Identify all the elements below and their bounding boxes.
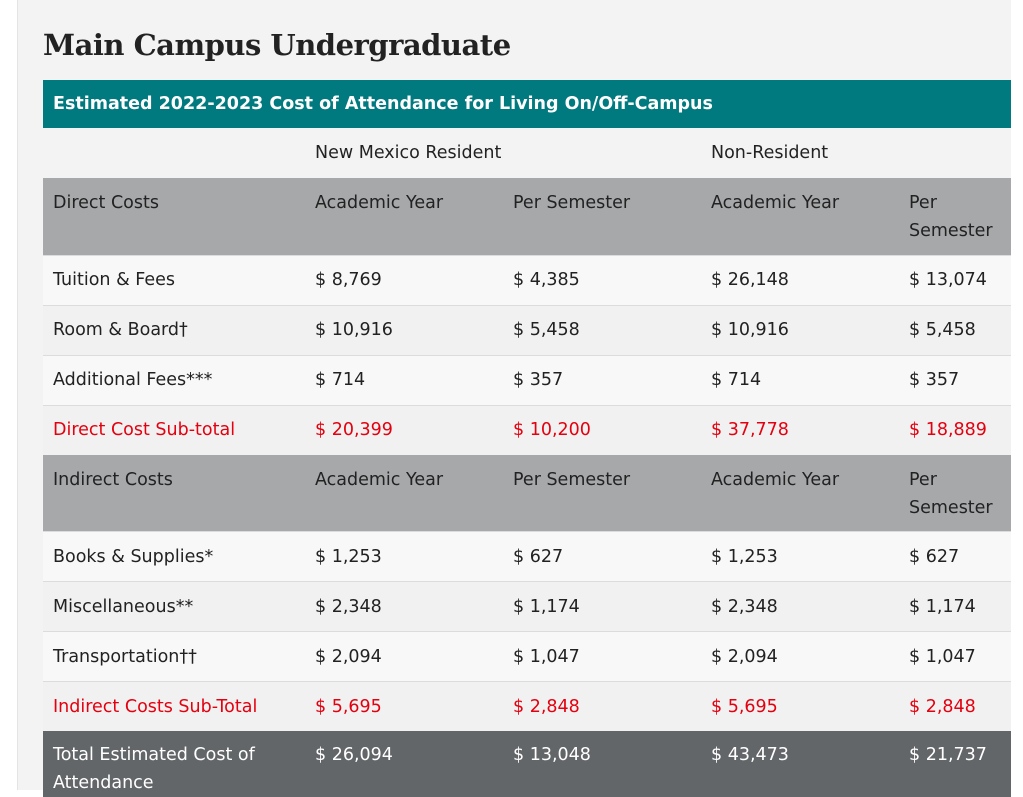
table-row: Miscellaneous** $ 2,348 $ 1,174 $ 2,348 $ 1,…	[43, 581, 1011, 632]
cell-value: $ 21,737	[899, 731, 1011, 797]
row-label: Indirect Costs Sub-Total	[43, 681, 305, 731]
cost-table: Estimated 2022-2023 Cost of Attendance f…	[43, 80, 1011, 797]
cell-value: Academic Year	[701, 178, 899, 255]
table-title-row: Estimated 2022-2023 Cost of Attendance f…	[43, 80, 1011, 128]
cell-value: $ 5,695	[701, 681, 899, 731]
row-label: Additional Fees***	[43, 354, 305, 405]
page-title: Main Campus Undergraduate	[43, 28, 511, 62]
cell-value: $ 1,174	[899, 581, 1011, 632]
cell-value: $ 357	[503, 354, 701, 405]
cell-value: $ 1,253	[305, 531, 503, 582]
table-row: Additional Fees*** $ 714 $ 357 $ 714 $ 357	[43, 354, 1011, 405]
cell-value: Per Semester	[899, 454, 1011, 532]
cell-value: Academic Year	[305, 454, 503, 532]
cell-value: $ 2,848	[503, 681, 701, 731]
cell-value: Per Semester	[899, 178, 1011, 255]
row-label: Miscellaneous**	[43, 581, 305, 632]
cell-value: $ 714	[305, 354, 503, 405]
cell-value: $ 26,148	[701, 254, 899, 305]
cell-value: $ 2,348	[305, 581, 503, 632]
row-label: Transportation††	[43, 631, 305, 682]
row-label: Room & Board†	[43, 304, 305, 355]
table-row: Transportation†† $ 2,094 $ 1,047 $ 2,094 $ 1…	[43, 631, 1011, 682]
total-row: Total Estimated Cost of Attendance $ 26,0…	[43, 731, 1011, 797]
table-row: Room & Board† $ 10,916 $ 5,458 $ 10,916 $ 5,…	[43, 304, 1011, 355]
direct-subtotal-row: Direct Cost Sub-total $ 20,399 $ 10,200 $ 3…	[43, 404, 1011, 455]
row-label: Indirect Costs	[43, 454, 305, 532]
content-panel: Main Campus Undergraduate Estimated 2022…	[17, 0, 1011, 797]
cell-value: $ 627	[899, 531, 1011, 582]
cell-value: $ 13,048	[503, 731, 701, 797]
cell-value: $ 10,200	[503, 404, 701, 455]
cell-value: $ 37,778	[701, 404, 899, 455]
indirect-costs-header: Indirect Costs Academic Year Per Semester A…	[43, 454, 1011, 532]
cell-value: $ 2,094	[305, 631, 503, 682]
direct-costs-header: Direct Costs Academic Year Per Semester Aca…	[43, 178, 1011, 255]
cell-value: $ 8,769	[305, 254, 503, 305]
cell-value: Academic Year	[305, 178, 503, 255]
cell-value: $ 2,848	[899, 681, 1011, 731]
cell-value: Academic Year	[701, 454, 899, 532]
cell-value: $ 43,473	[701, 731, 899, 797]
cell-value: $ 714	[701, 354, 899, 405]
cell-value: $ 2,094	[701, 631, 899, 682]
cell-value: $ 5,695	[305, 681, 503, 731]
cell-value: $ 357	[899, 354, 1011, 405]
table-row: Tuition & Fees $ 8,769 $ 4,385 $ 26,148 $ 13…	[43, 254, 1011, 305]
table-row: Books & Supplies* $ 1,253 $ 627 $ 1,253 $ 62…	[43, 531, 1011, 582]
cell-value: $ 18,889	[899, 404, 1011, 455]
cell-value: Per Semester	[503, 454, 701, 532]
cell-value: $ 2,348	[701, 581, 899, 632]
cell-value: $ 1,253	[701, 531, 899, 582]
group-resident: New Mexico Resident	[305, 128, 701, 178]
cell-value: $ 10,916	[305, 304, 503, 355]
cell-value: Per Semester	[503, 178, 701, 255]
indirect-subtotal-row: Indirect Costs Sub-Total $ 5,695 $ 2,848 $ …	[43, 681, 1011, 731]
cell-value: $ 26,094	[305, 731, 503, 797]
row-label: Tuition & Fees	[43, 254, 305, 305]
row-label: Direct Costs	[43, 178, 305, 255]
cell-value: $ 10,916	[701, 304, 899, 355]
residency-group-row: New Mexico Resident Non-Resident	[43, 128, 1011, 178]
cell-value: $ 1,047	[503, 631, 701, 682]
row-label: Total Estimated Cost of Attendance	[43, 731, 305, 797]
cell-value: $ 1,047	[899, 631, 1011, 682]
row-label: Direct Cost Sub-total	[43, 404, 305, 455]
cell-value: $ 20,399	[305, 404, 503, 455]
row-label: Books & Supplies*	[43, 531, 305, 582]
group-non-resident: Non-Resident	[701, 128, 1011, 178]
cell-value: $ 4,385	[503, 254, 701, 305]
cell-value: $ 627	[503, 531, 701, 582]
cell-value: $ 5,458	[899, 304, 1011, 355]
cell-value: $ 13,074	[899, 254, 1011, 305]
table-title: Estimated 2022-2023 Cost of Attendance f…	[43, 80, 1011, 128]
cell-value: $ 5,458	[503, 304, 701, 355]
cell-value: $ 1,174	[503, 581, 701, 632]
